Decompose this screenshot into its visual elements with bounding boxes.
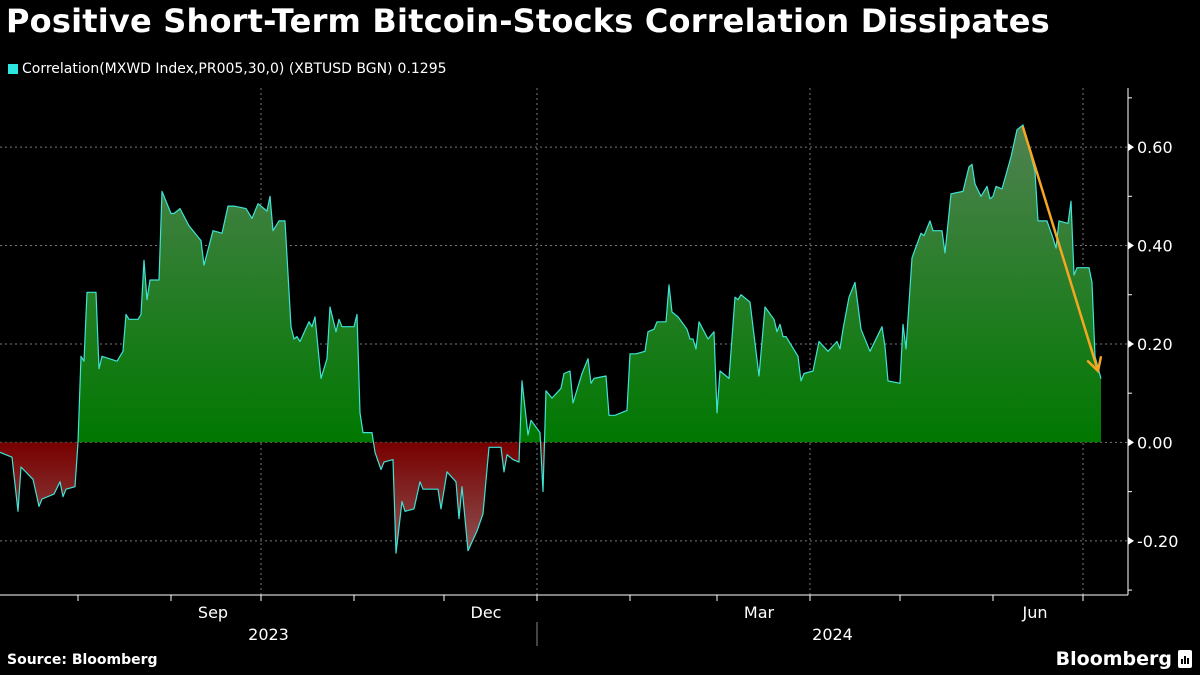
legend-last-value: 0.1295 <box>397 61 447 77</box>
legend-swatch <box>8 64 18 74</box>
y-tick-label: 0.20 <box>1137 335 1173 354</box>
series-line-group <box>0 124 1102 554</box>
brand-name: Bloomberg <box>1055 648 1172 670</box>
axes: 0.60 0.40 0.20 0.00 -0.20 Sep Dec Mar Jun 2023 202… <box>0 88 1178 646</box>
positive-area-fill <box>77 124 1101 443</box>
arrow-head-icon <box>1086 356 1103 374</box>
legend-label: Correlation(MXWD Index,PR005,30,0) (XBTU… <box>22 61 393 77</box>
y-tick-label: 0.00 <box>1137 433 1173 452</box>
legend: Correlation(MXWD Index,PR005,30,0) (XBTU… <box>8 61 447 77</box>
x-tick-label: Mar <box>744 603 775 622</box>
bloomberg-logo: Bloomberg <box>1056 648 1192 670</box>
x-tick-label: Dec <box>471 603 502 622</box>
y-tick-label: -0.20 <box>1137 532 1178 551</box>
trend-arrow <box>1021 126 1100 373</box>
x-tick-label: Jun <box>1022 603 1048 622</box>
x-year-label: 2024 <box>812 625 853 644</box>
area-fills <box>0 124 1101 554</box>
x-year-label: 2023 <box>248 625 289 644</box>
series-line <box>0 124 1102 554</box>
y-tick-label: 0.60 <box>1137 138 1173 157</box>
annotations <box>1021 126 1103 374</box>
chart-title: Positive Short-Term Bitcoin-Stocks Corre… <box>6 2 1050 40</box>
source-note: Source: Bloomberg <box>7 652 158 668</box>
bloomberg-chart-icon <box>1178 650 1192 668</box>
x-tick-label: Sep <box>198 603 228 622</box>
y-tick-label: 0.40 <box>1137 237 1173 256</box>
